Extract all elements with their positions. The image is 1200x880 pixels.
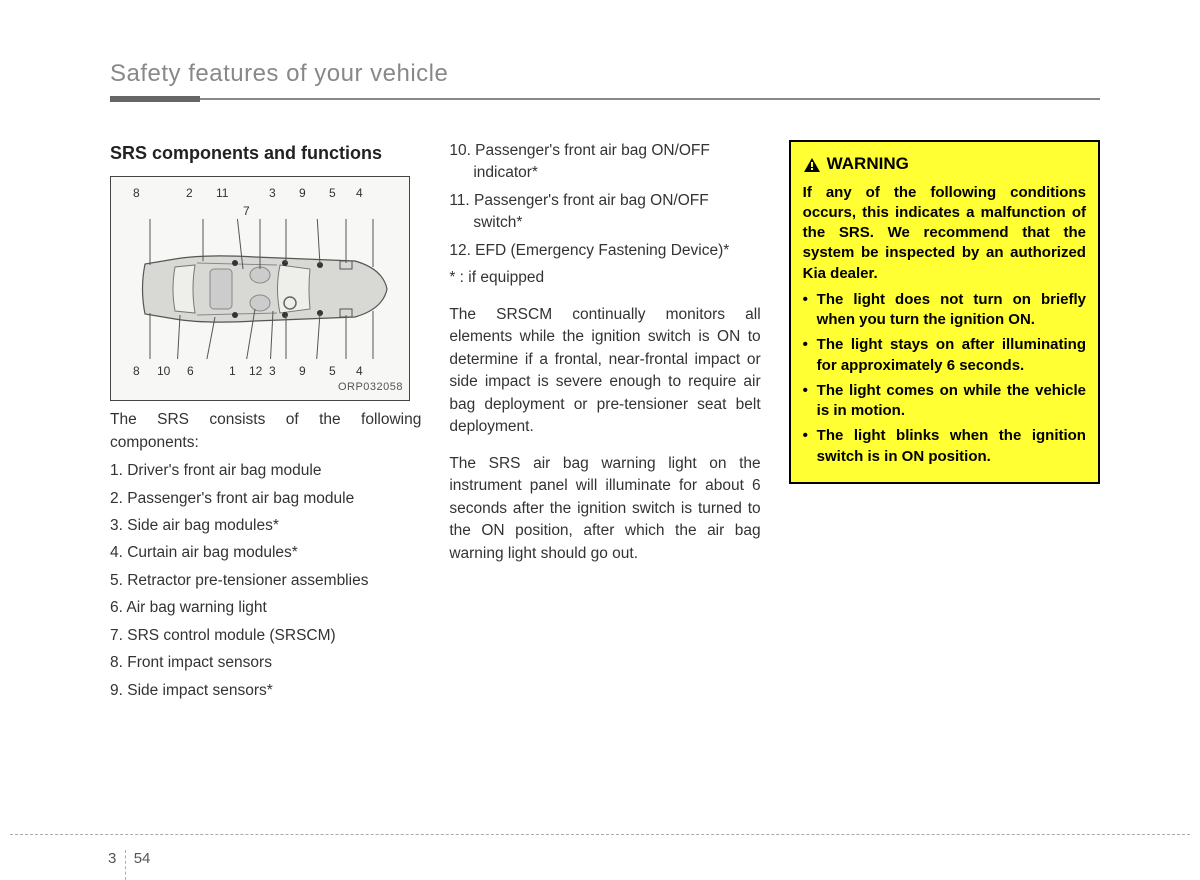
intro-text: The SRS consists of the following compon… xyxy=(110,409,421,454)
column-1: SRS components and functions 8 2 11 3 9 … xyxy=(110,140,421,781)
list-item: 1. Driver's front air bag module xyxy=(110,460,421,482)
warning-bullet: The light does not turn on briefly when … xyxy=(803,290,1086,331)
list-item: 10. Passenger's front air bag ON/OFF ind… xyxy=(449,140,760,185)
chapter-title: Safety features of your vehicle xyxy=(110,60,1100,92)
diagram-num: 4 xyxy=(356,185,363,202)
diagram-num: 12 xyxy=(249,363,262,380)
section-title: SRS components and functions xyxy=(110,140,421,166)
car-topdown-icon xyxy=(125,219,395,359)
diagram-num: 5 xyxy=(329,363,336,380)
diagram-num: 3 xyxy=(269,185,276,202)
list-item: 5. Retractor pre-tensioner assemblies xyxy=(110,570,421,592)
column-3: WARNING If any of the following conditio… xyxy=(789,140,1100,781)
list-item: 2. Passenger's front air bag module xyxy=(110,488,421,510)
list-item: 3. Side air bag modules* xyxy=(110,515,421,537)
paragraph: The SRS air bag warning light on the ins… xyxy=(449,453,760,565)
diagram-num: 5 xyxy=(329,185,336,202)
diagram-num: 10 xyxy=(157,363,170,380)
srs-diagram: 8 2 11 3 9 5 4 7 xyxy=(110,176,410,401)
paragraph: The SRSCM continually monitors all eleme… xyxy=(449,304,760,439)
footer-dashline xyxy=(10,834,1190,835)
list-item: 12. EFD (Emergency Fastening Device)* xyxy=(449,240,760,262)
header-rule xyxy=(110,98,1100,100)
list-item: 7. SRS control module (SRSCM) xyxy=(110,625,421,647)
warning-heading: WARNING xyxy=(803,152,1086,177)
diagram-num: 9 xyxy=(299,185,306,202)
page-num: 54 xyxy=(134,850,151,867)
diagram-num: 3 xyxy=(269,363,276,380)
warning-triangle-icon xyxy=(803,156,821,172)
warning-intro: If any of the following conditions occur… xyxy=(803,183,1086,284)
page-header: Safety features of your vehicle xyxy=(110,60,1100,100)
list-item: 9. Side impact sensors* xyxy=(110,680,421,702)
diagram-num: 9 xyxy=(299,363,306,380)
warning-bullet: The light comes on while the vehicle is … xyxy=(803,381,1086,422)
diagram-num: 1 xyxy=(229,363,236,380)
diagram-num: 6 xyxy=(187,363,194,380)
list-item: 11. Passenger's front air bag ON/OFF swi… xyxy=(449,190,760,235)
page-footer: 3 54 xyxy=(0,834,1200,843)
page-separator xyxy=(125,850,126,880)
chapter-number: 3 xyxy=(108,850,116,867)
warning-bullet: The light stays on after illuminating fo… xyxy=(803,335,1086,376)
diagram-code: ORP032058 xyxy=(338,380,403,396)
equipped-note: * : if equipped xyxy=(449,267,760,289)
warning-label: WARNING xyxy=(827,152,909,177)
content-columns: SRS components and functions 8 2 11 3 9 … xyxy=(110,140,1100,781)
diagram-num: 8 xyxy=(133,363,140,380)
diagram-num: 11 xyxy=(216,185,228,202)
list-item: 4. Curtain air bag modules* xyxy=(110,542,421,564)
diagram-num: 2 xyxy=(186,185,193,202)
diagram-num: 8 xyxy=(133,185,140,202)
page-number: 3 54 xyxy=(108,844,150,874)
column-2: 10. Passenger's front air bag ON/OFF ind… xyxy=(449,140,760,781)
header-rule-accent xyxy=(110,96,200,102)
list-item: 6. Air bag warning light xyxy=(110,597,421,619)
warning-box: WARNING If any of the following conditio… xyxy=(789,140,1100,484)
warning-bullet: The light blinks when the ignition switc… xyxy=(803,426,1086,467)
diagram-num: 4 xyxy=(356,363,363,380)
list-item: 8. Front impact sensors xyxy=(110,652,421,674)
